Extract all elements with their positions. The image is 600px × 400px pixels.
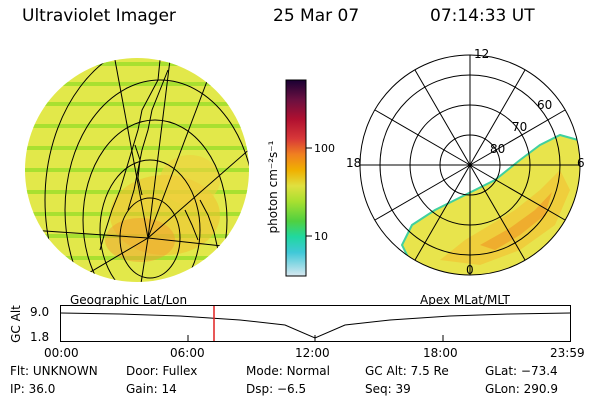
header-date: 25 Mar 07 xyxy=(273,6,360,26)
info-dsp: Dsp: −6.5 xyxy=(246,382,307,396)
colorbar-tick-10: 10 xyxy=(314,230,328,243)
timeline-x-0000: 00:00 xyxy=(44,346,79,360)
timeline-x-2359: 23:59 xyxy=(550,346,585,360)
info-gain: Gain: 14 xyxy=(126,382,177,396)
timeline-x-0600: 06:00 xyxy=(170,346,205,360)
timeline-x-1200: 12:00 xyxy=(295,346,330,360)
mlt-label-18: 18 xyxy=(346,156,362,170)
timeline-y-min: 1.8 xyxy=(30,330,50,344)
apex-polar-image xyxy=(359,54,581,276)
info-ip: IP: 36.0 xyxy=(10,382,56,396)
info-seq: Seq: 39 xyxy=(365,382,411,396)
info-glon: GLon: 290.9 xyxy=(485,382,558,396)
apex-caption: Apex MLat/MLT xyxy=(420,293,510,307)
mlat-label-70: 70 xyxy=(512,120,528,134)
instrument-title: Ultraviolet Imager xyxy=(22,6,176,26)
colorbar-unit-label: photon cm⁻²s⁻¹ xyxy=(266,140,280,234)
mlt-label-6: 6 xyxy=(577,156,585,170)
colorbar-gradient xyxy=(285,79,307,277)
altitude-timeline xyxy=(60,305,571,342)
timeline-axis-label: GC Alt xyxy=(9,305,23,343)
info-glat: GLat: −73.4 xyxy=(485,364,558,378)
mlt-label-0: 0 xyxy=(466,263,474,277)
timeline-y-max: 9.0 xyxy=(30,305,50,319)
colorbar xyxy=(285,79,312,277)
info-gc-alt: GC Alt: 7.5 Re xyxy=(365,364,449,378)
mlat-label-60: 60 xyxy=(537,98,553,112)
colorbar-tick-100: 100 xyxy=(314,142,335,155)
mlat-label-80: 80 xyxy=(490,142,506,156)
geographic-caption: Geographic Lat/Lon xyxy=(70,293,188,307)
mlt-label-12: 12 xyxy=(474,47,490,61)
info-mode: Mode: Normal xyxy=(246,364,330,378)
info-door: Door: Fullex xyxy=(126,364,198,378)
timeline-x-1800: 18:00 xyxy=(423,346,458,360)
geographic-image xyxy=(25,58,249,282)
header-time: 07:14:33 UT xyxy=(430,6,535,26)
info-flt: Flt: UNKNOWN xyxy=(10,364,98,378)
